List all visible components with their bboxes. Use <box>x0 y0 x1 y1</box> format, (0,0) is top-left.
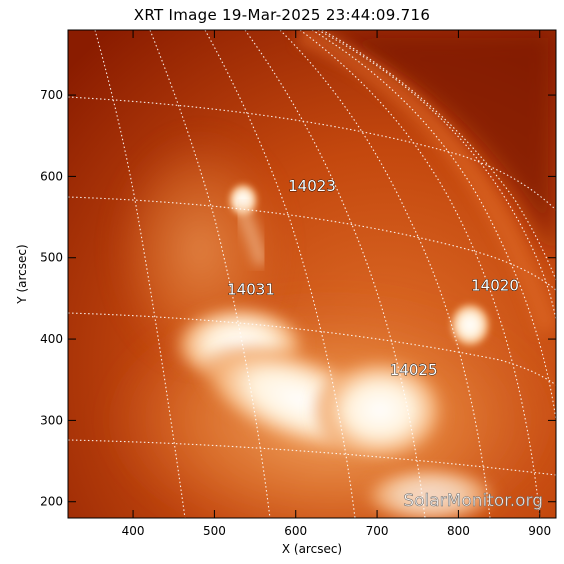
y-tick-label: 500 <box>40 251 63 265</box>
y-tick-label: 300 <box>40 413 63 427</box>
off-limb-region <box>300 30 556 260</box>
x-tick-label: 800 <box>447 524 470 538</box>
bright-region-14020 <box>448 301 492 349</box>
x-tick-label: 900 <box>528 524 551 538</box>
heliographic-grid <box>68 30 556 518</box>
image-title: XRT Image 19-Mar-2025 23:44:09.716 <box>133 6 431 24</box>
bright-region-bottom <box>360 465 500 518</box>
loop-arc <box>233 202 269 267</box>
x-axis-label: X (arcsec) <box>282 542 342 556</box>
y-axis: 200 300 400 500 600 700 <box>40 88 556 509</box>
region-label-14031: 14031 <box>227 280 275 298</box>
region-labels: 14023 14031 14020 14025 <box>227 177 520 380</box>
watermark: SolarMonitor.org <box>403 491 543 511</box>
grid-longitude-line <box>317 30 556 321</box>
grid-latitude-line <box>68 196 556 291</box>
grid-latitude-line <box>68 312 556 386</box>
y-tick-label: 200 <box>40 495 63 509</box>
grid-longitude-line <box>149 30 271 518</box>
x-tick-label: 700 <box>366 524 389 538</box>
plot-frame <box>67 29 557 519</box>
bright-region-14025 <box>310 355 450 465</box>
x-tick-label: 600 <box>284 524 307 538</box>
grid-longitude-line <box>321 30 556 281</box>
y-axis-label: Y (arcsec) <box>15 244 29 304</box>
region-label-14023: 14023 <box>288 177 336 195</box>
grid-longitude-line <box>94 30 186 518</box>
region-label-14025: 14025 <box>390 361 438 379</box>
y-tick-label: 400 <box>40 332 63 346</box>
grid-longitude-line <box>204 30 356 518</box>
y-tick-label: 700 <box>40 88 63 102</box>
grid-longitude-line <box>299 30 541 518</box>
x-axis: 400 500 600 700 800 900 <box>122 30 551 538</box>
x-tick-label: 500 <box>203 524 226 538</box>
grid-latitude-line <box>68 439 556 476</box>
x-tick-label: 400 <box>122 524 145 538</box>
grid-longitude-line <box>279 30 491 518</box>
region-label-14020: 14020 <box>471 276 519 294</box>
solar-image <box>68 30 556 518</box>
y-tick-label: 600 <box>40 169 63 183</box>
grid-latitude-line <box>68 96 556 211</box>
grid-longitude-line <box>311 30 556 421</box>
